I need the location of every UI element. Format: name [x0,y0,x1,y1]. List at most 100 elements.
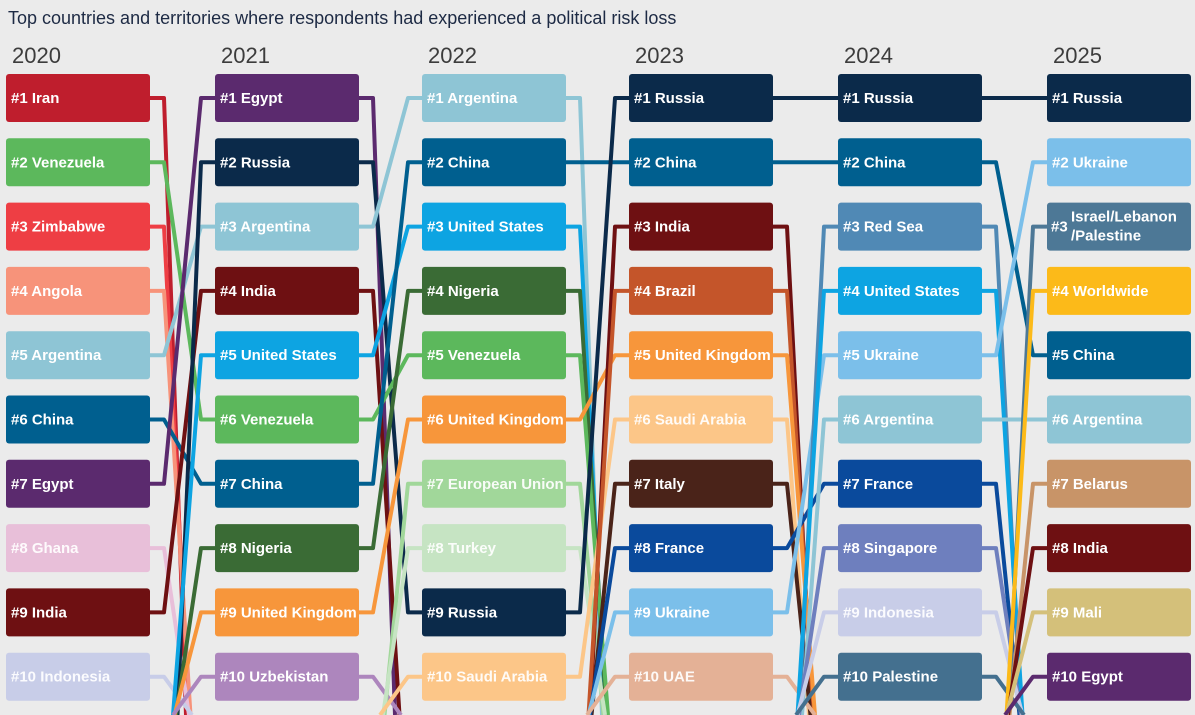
flow-line-united-kingdom-2021 [359,417,422,615]
rank-label: #1 Iran [11,90,59,107]
rank-box-bg [838,74,982,122]
rank-box-2021-10: #10 Uzbekistan [215,652,359,701]
entry-line-italy-2023 [589,481,629,715]
rank-label: #5 Ukraine [843,347,919,364]
rank-label: #2 China [427,154,490,171]
flow-line-united-kingdom-2022 [566,353,629,422]
rank-box-2022-1: #1 Argentina [422,74,566,122]
rank-box-bg [838,524,982,573]
rank-box-bg [422,395,566,444]
rank-label: #6 Venezuela [220,412,314,429]
rank-box-2024-1: #1 Russia [838,74,982,122]
rank-label: #6 Argentina [1052,412,1143,429]
rank-label: #1 Egypt [220,90,283,107]
rank-box-2025-4: #4 Worldwide [1047,266,1191,315]
rank-box-2025-7: #7 Belarus [1047,459,1191,508]
rank-box-2024-6: #6 Argentina [838,395,982,444]
rank-box-bg [629,588,773,637]
rank-label: #6 Argentina [843,412,934,429]
rank-box-bg [1047,138,1191,187]
rank-box-bg [215,202,359,251]
rank-label: #6 Saudi Arabia [634,412,747,429]
rank-box-bg [422,331,566,380]
rank-box-bg [838,588,982,637]
rank-label: #1 Russia [1052,90,1123,107]
rank-box-2024-3: #3 Red Sea [838,202,982,251]
rank-box-bg [422,588,566,637]
entry-line-france-2023 [588,546,629,715]
rank-label: #2 China [634,154,697,171]
rank-box-bg [6,138,150,187]
entry-line-argentina-2024 [800,417,838,715]
rank-box-bg [215,588,359,637]
rank-box-bg [629,138,773,187]
rank-box-2021-9: #9 United Kingdom [215,588,359,637]
rank-box-2020-9: #9 India [6,588,150,637]
rank-box-bg [1047,652,1191,701]
rank-box-2023-1: #1 Russia [629,74,773,122]
rank-label: #7 Italy [634,476,686,493]
flow-line-china-2021 [359,160,422,486]
rank-box-bg [629,524,773,573]
rank-label: #10 Saudi Arabia [427,669,548,686]
entry-line-uzbekistan-2021 [171,674,215,715]
rank-box-2023-5: #5 United Kingdom [629,331,773,380]
rank-box-2020-3: #3 Zimbabwe [6,202,150,251]
rank-label: #9 Ukraine [634,604,710,621]
entry-line-belarus-2025 [1007,481,1047,715]
rank-box-bg [422,138,566,187]
rank-label: #5 China [1052,347,1115,364]
year-header-2025: 2025 [1053,43,1102,68]
rank-box-bg [6,459,150,508]
rank-label: #7 Egypt [11,476,74,493]
entry-line-worldwide-2025 [1004,288,1047,715]
year-header-2023: 2023 [635,43,684,68]
rank-label: #4 India [220,283,277,300]
rank-box-2020-7: #7 Egypt [6,459,150,508]
rank-box-2024-8: #8 Singapore [838,524,982,573]
rank-box-2022-8: #8 Turkey [422,524,566,573]
rank-box-2025-8: #8 India [1047,524,1191,573]
rank-box-bg [838,266,982,315]
rank-box-2025-1: #1 Russia [1047,74,1191,122]
rank-box-bg [838,652,982,701]
rank-label: #7 European Union [427,476,564,493]
rank-box-bg [1047,331,1191,380]
rank-box-2025-3: #3Israel/Lebanon/Palestine [1047,202,1191,251]
rank-box-2020-1: #1 Iran [6,74,150,122]
rank-box-2022-5: #5 Venezuela [422,331,566,380]
rank-label: #1 Russia [843,90,914,107]
rank-box-2021-7: #7 China [215,459,359,508]
rank-label: #1 Argentina [427,90,518,107]
rank-box-bg [215,331,359,380]
rank-box-bg [1047,74,1191,122]
flow-lines [150,96,1047,715]
flow-line-russia-2022 [566,96,629,615]
rank-label: #2 Venezuela [11,154,105,171]
rank-box-bg [422,266,566,315]
rank-box-bg [629,331,773,380]
rank-box-2024-5: #5 Ukraine [838,331,982,380]
rank-label: #1 Russia [634,90,705,107]
rank-box-bg [422,459,566,508]
flow-line-india-2020 [150,288,215,615]
rank-box-bg [6,524,150,573]
rank-label: #5 Argentina [11,347,102,364]
rank-box-2025-2: #2 Ukraine [1047,138,1191,187]
flow-line-venezuela-2022 [566,353,610,715]
rank-box-2021-8: #8 Nigeria [215,524,359,573]
flow-line-ukraine-2023 [773,353,838,615]
rank-box-2021-4: #4 India [215,266,359,315]
rank-box-2021-1: #1 Egypt [215,74,359,122]
rank-box-2021-3: #3 Argentina [215,202,359,251]
rank-label: #7 France [843,476,913,493]
rank-box-bg [6,74,150,122]
rank-label: #8 Ghana [11,540,79,557]
entry-line-saudi-arabia-2022 [378,674,422,715]
rank-box-bg [215,459,359,508]
rank-label: #8 France [634,540,704,557]
rank-box-2022-6: #6 United Kingdom [422,395,566,444]
rank-label: #9 Indonesia [843,604,935,621]
entry-line-united-states-2021 [171,353,215,715]
rank-box-bg [6,588,150,637]
